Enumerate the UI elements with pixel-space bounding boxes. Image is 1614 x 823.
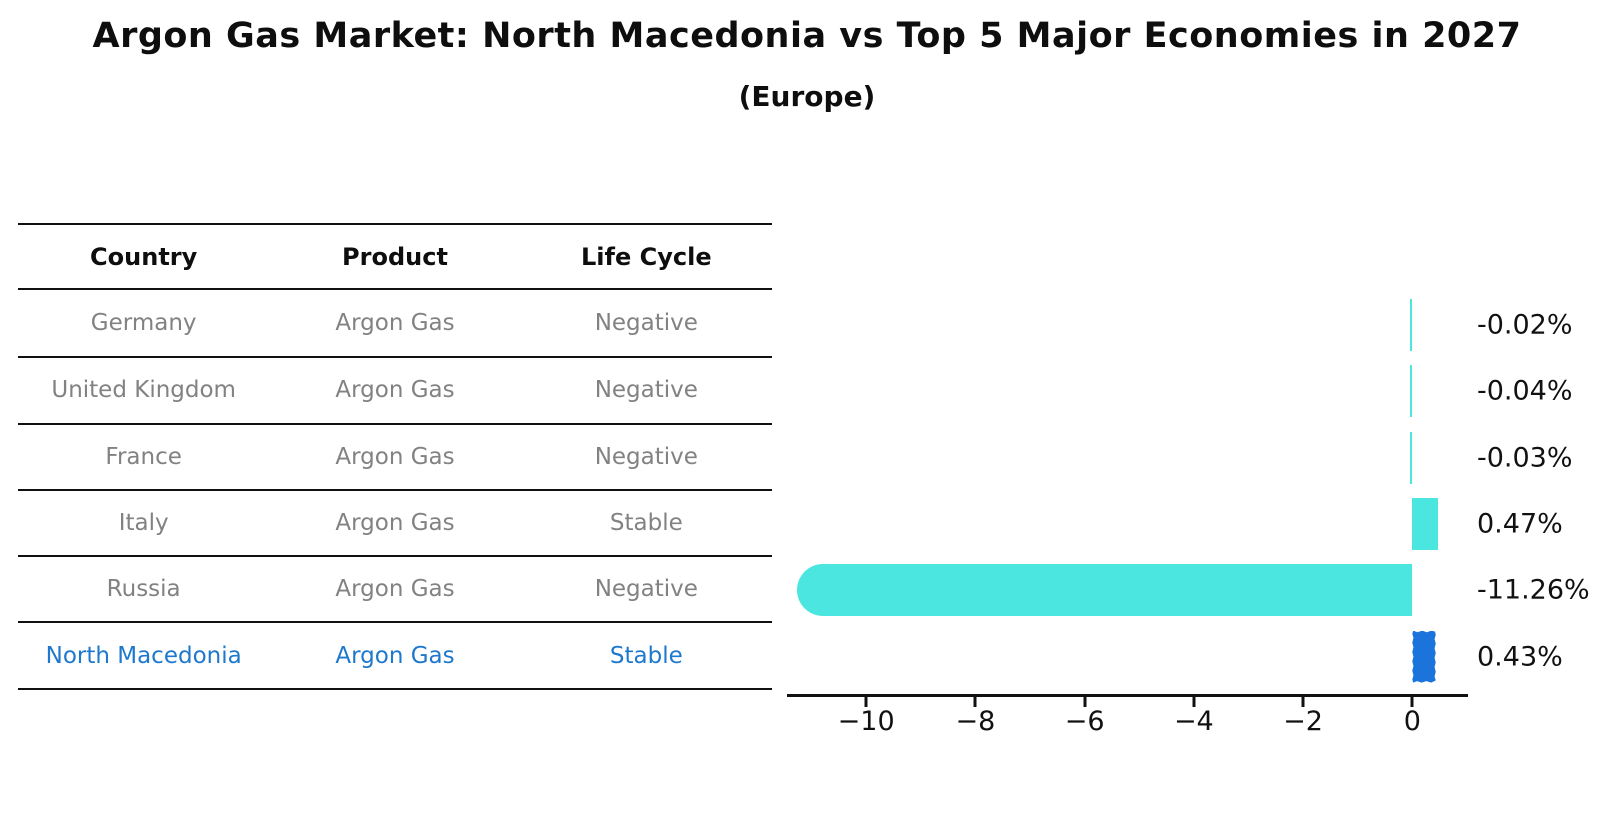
table-header-country: Country — [90, 242, 198, 271]
table-cell-product: Argon Gas — [335, 642, 455, 669]
table-cell-country: Germany — [90, 310, 197, 337]
table-cell-lifecycle: Negative — [594, 443, 698, 470]
table-cell-country: France — [105, 443, 182, 470]
table-header-row: Country Product Life Cycle — [18, 225, 772, 290]
x-tick-mark — [1083, 697, 1087, 707]
x-axis-line — [787, 694, 1468, 697]
table-cell-country: United Kingdom — [51, 377, 236, 404]
x-tick-label: −10 — [837, 706, 895, 737]
table-header-lifecycle: Life Cycle — [581, 242, 712, 271]
table-header-product: Product — [342, 242, 448, 271]
bar-italy — [1412, 498, 1438, 551]
bar-germany — [1410, 299, 1413, 352]
table-row: Germany Argon Gas Negative — [18, 290, 772, 356]
x-tick-mark — [1301, 697, 1305, 707]
table-cell-product: Argon Gas — [335, 576, 455, 603]
table-row: Italy Argon Gas Stable — [18, 488, 772, 555]
bar-value-label: -0.03% — [1477, 442, 1573, 474]
table-cell-product: Argon Gas — [335, 443, 455, 470]
bar-value-label: -0.02% — [1477, 309, 1573, 341]
x-tick-label: 0 — [1403, 706, 1421, 737]
x-tick-mark — [973, 697, 977, 707]
x-tick-label: −8 — [955, 706, 996, 737]
table-cell-lifecycle: Stable — [609, 510, 683, 537]
x-tick-mark — [864, 697, 868, 707]
table-cell-country: North Macedonia — [45, 642, 242, 669]
bar-north-macedonia — [1412, 630, 1436, 683]
x-tick-label: −6 — [1064, 706, 1105, 737]
bar-value-label: -11.26% — [1477, 574, 1590, 606]
bar-france — [1410, 431, 1413, 484]
table-row: France Argon Gas Negative — [18, 422, 772, 489]
table-cell-lifecycle: Stable — [609, 642, 683, 669]
table-cell-product: Argon Gas — [335, 310, 455, 337]
page-title: Argon Gas Market: North Macedonia vs Top… — [92, 16, 1522, 56]
table-cell-product: Argon Gas — [335, 377, 455, 404]
table-cell-country: Russia — [106, 576, 181, 603]
table-row: Russia Argon Gas Negative — [18, 555, 772, 621]
bar-value-label: -0.04% — [1477, 375, 1573, 407]
table-cell-lifecycle: Negative — [594, 310, 698, 337]
x-tick-mark — [1410, 697, 1414, 707]
table-row-north-macedonia: North Macedonia Argon Gas Stable — [18, 621, 772, 687]
bar-united-kingdom — [1410, 365, 1413, 418]
table-row: United Kingdom Argon Gas Negative — [18, 356, 772, 422]
x-tick-mark — [1192, 697, 1196, 707]
page-subtitle: (Europe) — [738, 80, 876, 113]
x-tick-label: −4 — [1173, 706, 1214, 737]
bar-value-label: 0.43% — [1477, 641, 1563, 673]
x-tick-label: −2 — [1283, 706, 1323, 737]
bar-russia — [797, 564, 1413, 617]
table-cell-country: Italy — [118, 510, 169, 537]
table-cell-lifecycle: Negative — [594, 377, 698, 404]
table-cell-lifecycle: Negative — [594, 576, 698, 603]
country-table: Country Product Life Cycle Germany Argon… — [18, 223, 772, 690]
bar-value-label: 0.47% — [1477, 508, 1563, 540]
table-cell-product: Argon Gas — [335, 510, 455, 537]
